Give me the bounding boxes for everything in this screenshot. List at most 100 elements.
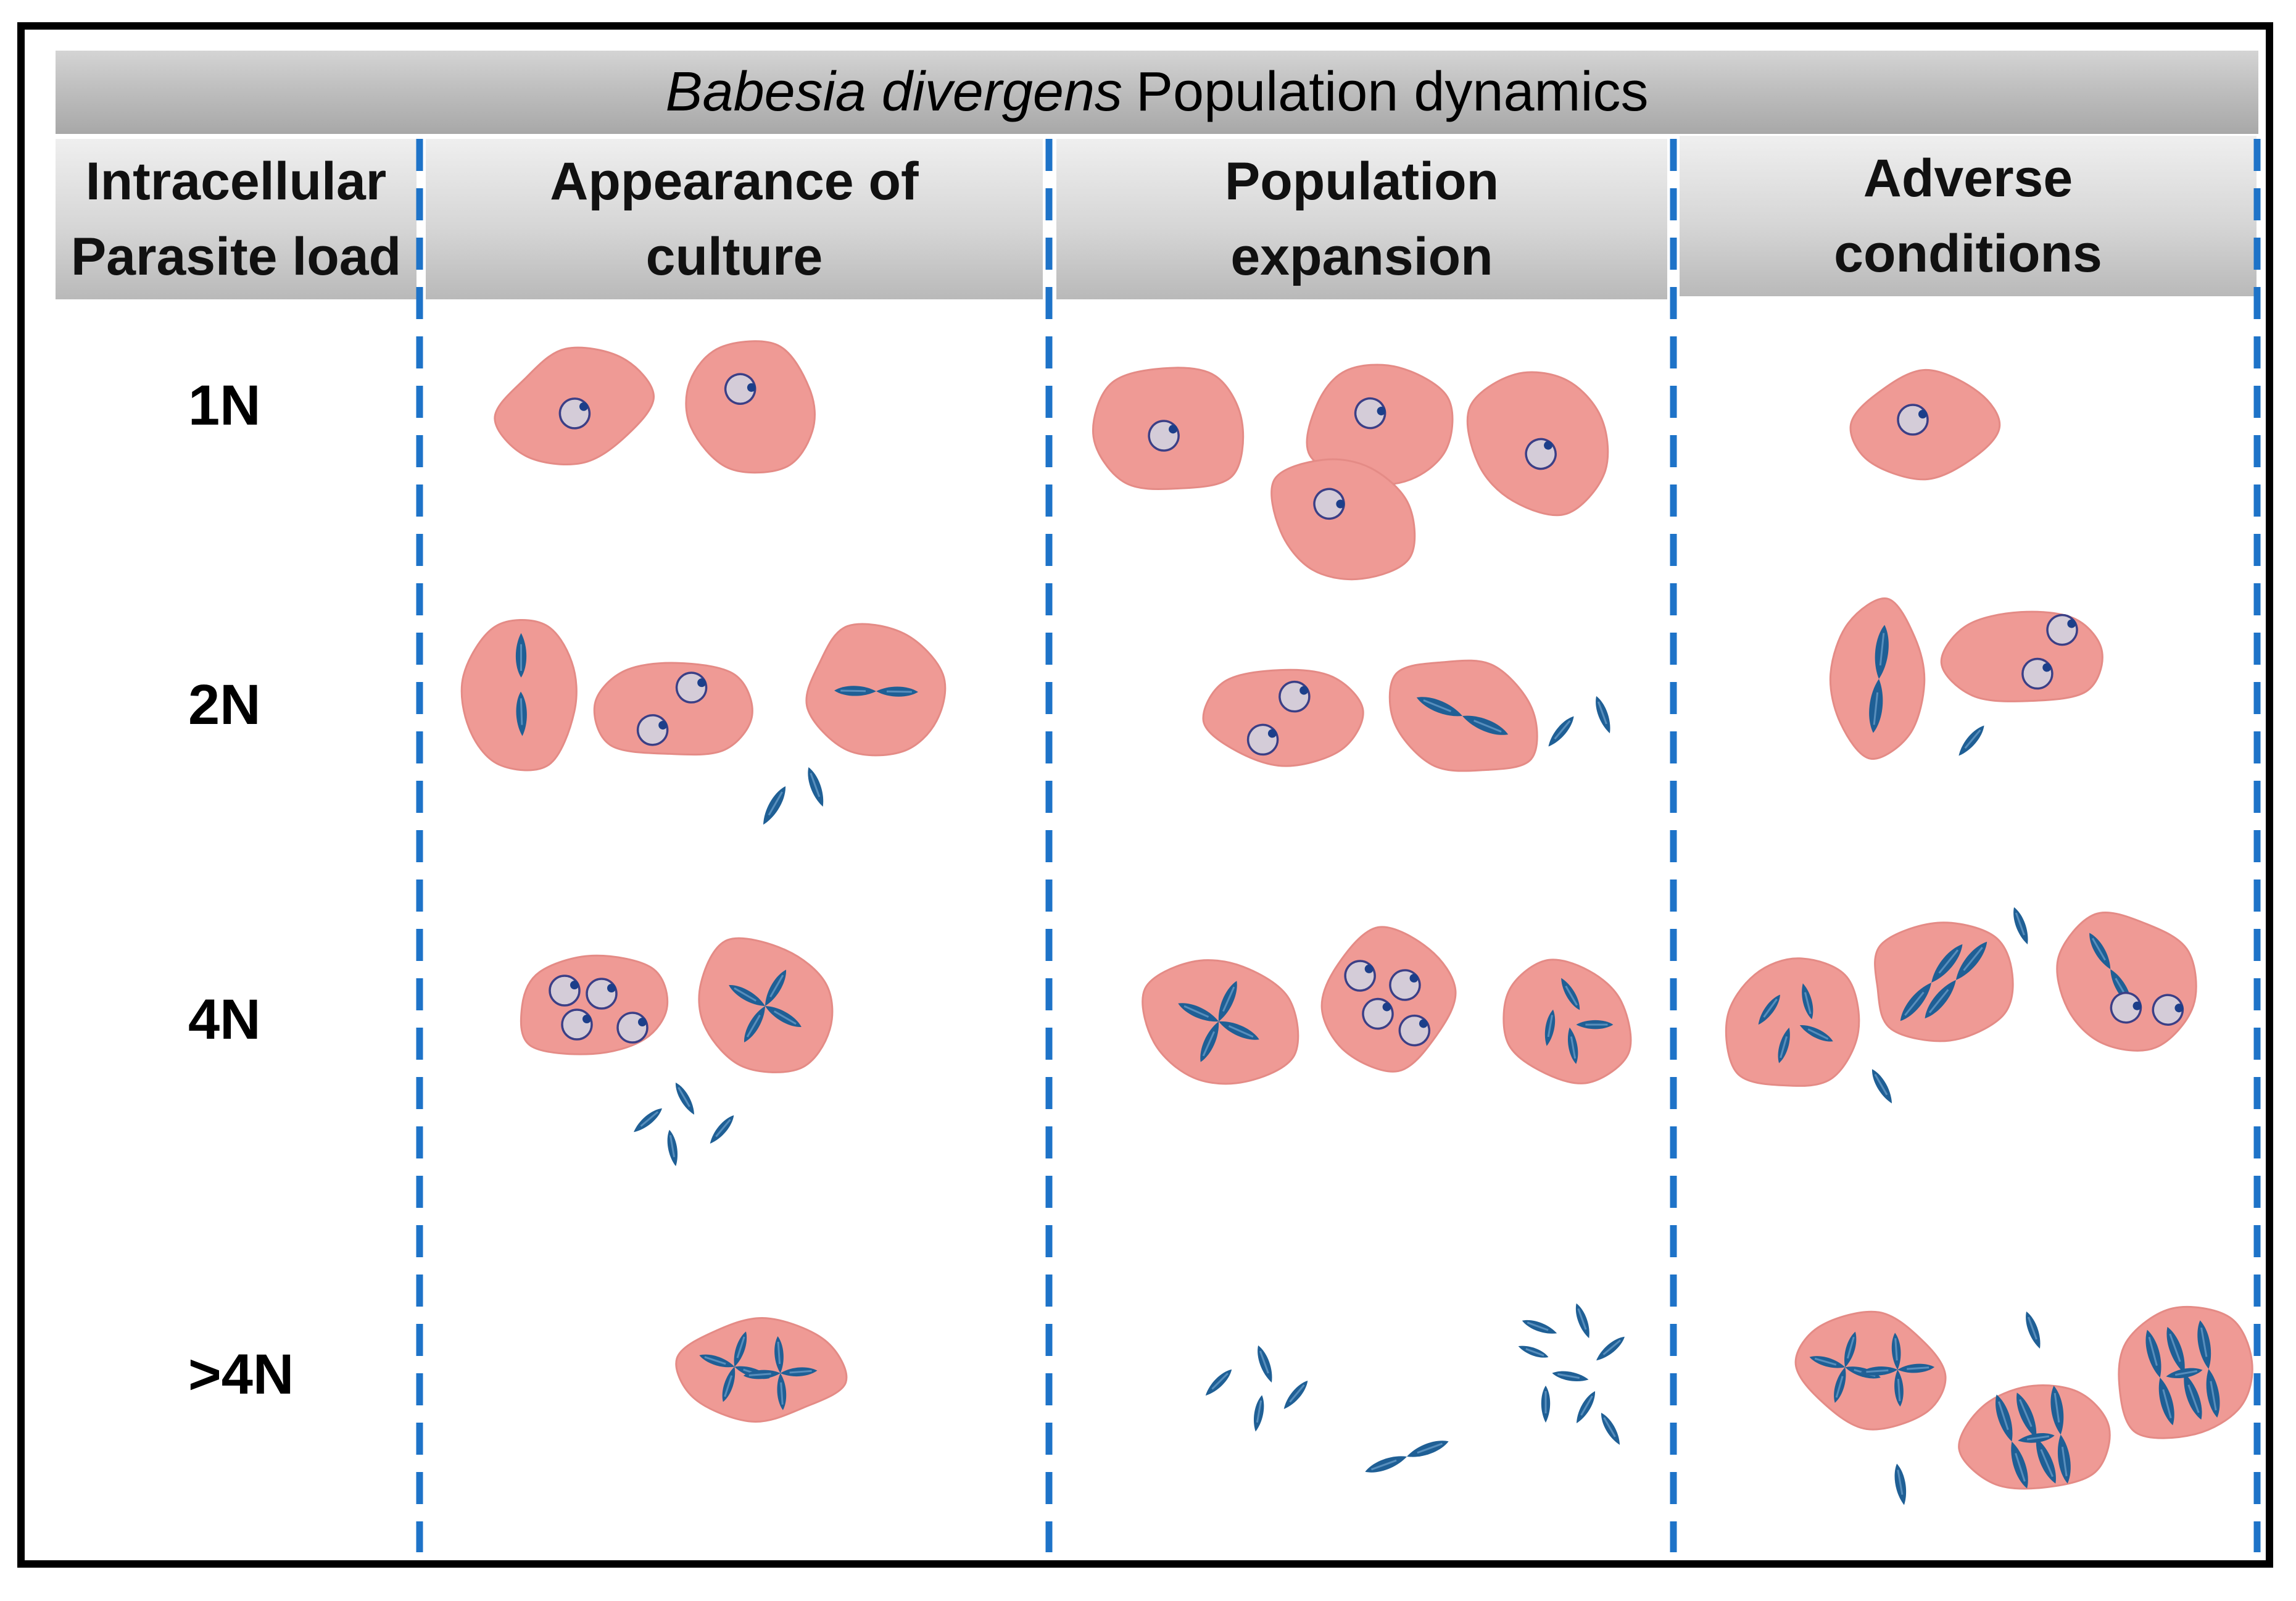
ring-stage bbox=[1313, 488, 1345, 520]
merozoite bbox=[2011, 1441, 2028, 1489]
ring-stage bbox=[561, 1008, 593, 1041]
red-blood-cell bbox=[1466, 371, 1609, 517]
merozoite bbox=[1802, 983, 1813, 1020]
merozoite bbox=[777, 1373, 787, 1410]
merozoite bbox=[1253, 1395, 1264, 1432]
merozoite bbox=[1577, 1391, 1596, 1423]
merozoite bbox=[1897, 1363, 1935, 1373]
red-blood-cell bbox=[698, 937, 834, 1073]
paired-form bbox=[1365, 1441, 1449, 1473]
merozoite bbox=[1931, 944, 1963, 983]
merozoite bbox=[1958, 725, 1984, 756]
merozoite bbox=[1891, 1333, 1901, 1370]
ring-stage bbox=[549, 975, 581, 1007]
paired-form bbox=[1178, 1003, 1259, 1040]
red-blood-cell bbox=[1388, 659, 1538, 772]
paired-form bbox=[729, 984, 802, 1028]
merozoite bbox=[515, 633, 527, 678]
red-blood-cell bbox=[1092, 367, 1245, 491]
merozoite bbox=[1996, 1394, 2013, 1442]
row-label-gt4n: >4N bbox=[188, 1343, 294, 1406]
merozoite bbox=[1894, 1463, 1907, 1505]
column-header-parasite-load: Intracellular Parasite load bbox=[56, 139, 417, 299]
ring-stage bbox=[2152, 994, 2184, 1026]
merozoite bbox=[876, 686, 918, 697]
merozoite bbox=[2016, 1392, 2037, 1439]
ring-stage bbox=[586, 978, 618, 1010]
red-blood-cell bbox=[1940, 610, 2103, 702]
merozoite bbox=[1955, 941, 1987, 980]
cells-layer bbox=[460, 340, 2253, 1490]
ring-stage bbox=[1246, 723, 1279, 756]
merozoite bbox=[1518, 1345, 1549, 1358]
merozoite bbox=[1406, 1441, 1449, 1457]
merozoite bbox=[1178, 1003, 1219, 1022]
red-blood-cell bbox=[2056, 911, 2197, 1052]
merozoite bbox=[2197, 1320, 2211, 1370]
merozoite bbox=[2050, 1386, 2064, 1435]
tetrad-form bbox=[743, 1336, 818, 1410]
merozoite bbox=[1799, 1025, 1833, 1042]
paired-form bbox=[1834, 1331, 1857, 1403]
ring-stage bbox=[1525, 438, 1557, 470]
ring-stage bbox=[2046, 613, 2078, 646]
paired-form bbox=[1869, 625, 1889, 733]
red-blood-cell bbox=[685, 340, 816, 474]
merozoite bbox=[1900, 983, 1932, 1021]
paired-form bbox=[743, 1367, 818, 1379]
merozoite bbox=[1576, 1020, 1614, 1029]
merozoite bbox=[1200, 1021, 1219, 1062]
merozoite bbox=[1218, 981, 1237, 1021]
row-label-2n: 2N bbox=[188, 673, 261, 736]
red-blood-cell bbox=[1270, 458, 1416, 581]
merozoite bbox=[1416, 697, 1462, 717]
red-blood-cell bbox=[1794, 1310, 1947, 1431]
paired-form bbox=[744, 970, 787, 1042]
ring-stage bbox=[558, 397, 591, 430]
merozoite bbox=[1219, 1021, 1259, 1040]
merozoite bbox=[2026, 1311, 2041, 1349]
merozoite bbox=[2057, 1434, 2071, 1484]
merozoite bbox=[1365, 1456, 1407, 1473]
paired-form bbox=[2145, 1329, 2174, 1426]
ring-stage bbox=[1148, 420, 1180, 452]
column-header-appearance: Appearance of culture bbox=[426, 139, 1043, 299]
paired-form bbox=[774, 1336, 787, 1410]
merozoite bbox=[516, 691, 527, 736]
red-blood-cell bbox=[1874, 921, 2014, 1042]
paired-form bbox=[2166, 1326, 2202, 1420]
merozoite bbox=[1601, 1413, 1620, 1445]
merozoite bbox=[734, 1331, 747, 1367]
red-blood-cell bbox=[805, 623, 947, 757]
merozoite bbox=[699, 1354, 735, 1368]
red-blood-cell bbox=[494, 346, 655, 465]
row-label-1n: 1N bbox=[188, 374, 261, 437]
ring-stage bbox=[2110, 991, 2142, 1024]
merozoite bbox=[1283, 1381, 1308, 1409]
ring-stage bbox=[724, 373, 756, 405]
paired-form bbox=[722, 1331, 747, 1402]
paired-form bbox=[1416, 697, 1509, 735]
column-header-adverse: Adverse conditions bbox=[1680, 136, 2257, 296]
merozoite bbox=[1875, 625, 1889, 679]
red-blood-cell bbox=[1849, 368, 2001, 481]
merozoite bbox=[780, 1367, 818, 1377]
paired-form bbox=[1996, 1394, 2028, 1489]
ring-stage bbox=[1362, 997, 1394, 1030]
merozoite bbox=[2206, 1369, 2220, 1418]
ring-stage bbox=[1279, 680, 1311, 713]
merozoite bbox=[765, 1005, 802, 1028]
merozoite bbox=[1596, 1336, 1625, 1361]
merozoite bbox=[1596, 696, 1610, 734]
merozoite bbox=[808, 767, 824, 807]
merozoite bbox=[834, 686, 877, 696]
figure-title: Babesia divergens Population dynamics bbox=[56, 51, 2258, 134]
merozoite bbox=[1544, 1009, 1556, 1046]
merozoite bbox=[1548, 716, 1574, 747]
ring-stage bbox=[1389, 969, 1421, 1001]
paired-form bbox=[2197, 1320, 2220, 1418]
ring-stage bbox=[1897, 404, 1929, 436]
red-blood-cell bbox=[1142, 959, 1299, 1085]
tetrad-form bbox=[729, 970, 802, 1042]
